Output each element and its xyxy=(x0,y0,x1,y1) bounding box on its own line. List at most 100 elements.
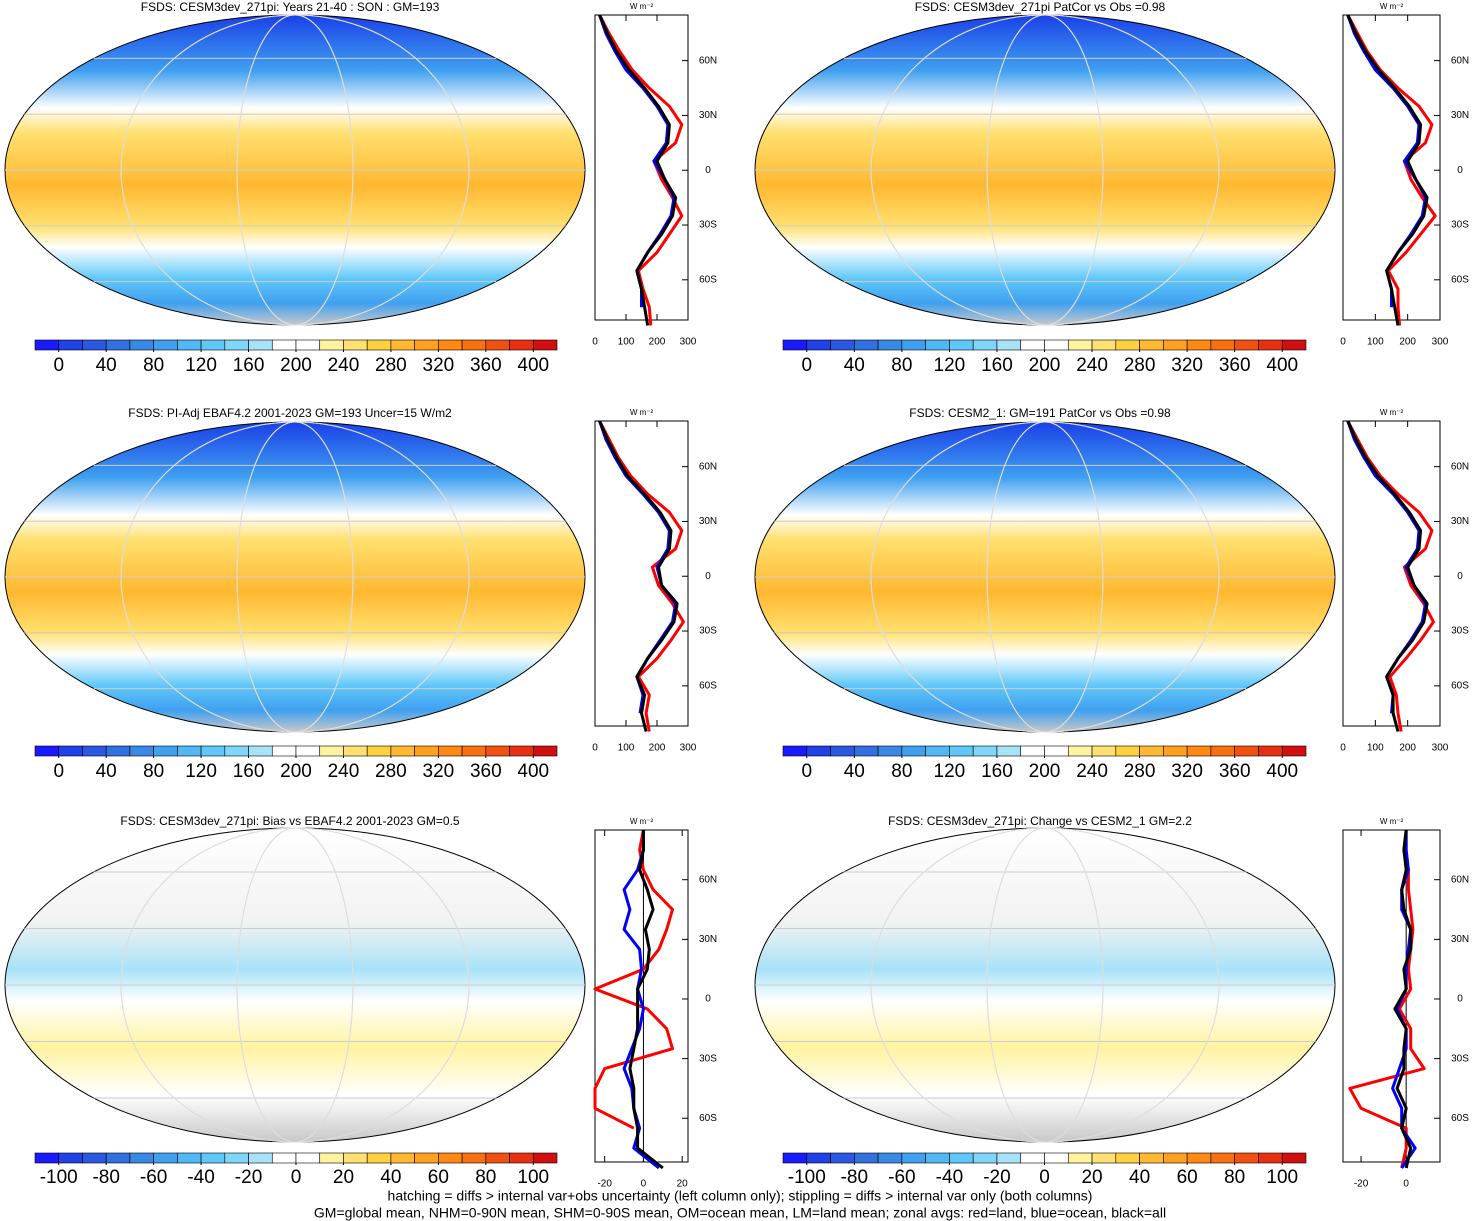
profile-frame xyxy=(1342,829,1441,1163)
colorbar-box xyxy=(105,1152,131,1164)
y-tick-label: 60N xyxy=(1451,55,1469,66)
colorbar-box xyxy=(34,745,60,757)
colorbar-label: 160 xyxy=(233,355,265,376)
colorbar-box xyxy=(996,1152,1022,1164)
colorbar-box xyxy=(153,1152,178,1164)
colorbar-box xyxy=(1020,1152,1045,1164)
colorbar-box xyxy=(295,1152,321,1164)
zonal-mean-line xyxy=(628,830,664,1170)
colorbar-box xyxy=(925,339,950,351)
y-tick-label: 60N xyxy=(699,55,717,66)
colorbar-box xyxy=(1281,745,1307,757)
colorbar-box xyxy=(129,339,154,351)
colorbar-box xyxy=(485,1152,510,1164)
colorbar-box xyxy=(1258,745,1283,757)
y-tick-label: 30S xyxy=(1451,220,1469,231)
panel-title: FSDS: PI-Adj EBAF4.2 2001-2023 GM=193 Un… xyxy=(128,406,452,420)
x-tick-label: 0 xyxy=(641,1179,647,1190)
map-meridian xyxy=(120,421,470,733)
y-tick-label: 30N xyxy=(1451,934,1469,945)
y-tick-label: 0 xyxy=(1457,994,1463,1005)
y-tick-label: 30N xyxy=(1451,516,1469,527)
colorbar-box xyxy=(1044,745,1069,757)
colorbar-box xyxy=(248,339,273,351)
profile-frame xyxy=(594,420,689,727)
colorbar-box xyxy=(901,745,926,757)
colorbar-box xyxy=(996,339,1022,351)
panel-title: FSDS: CESM3dev_271pi: Change vs CESM2_1 … xyxy=(888,814,1192,828)
colorbar-label: 280 xyxy=(375,761,407,782)
colorbar-box xyxy=(782,339,808,351)
colorbar-label: 80 xyxy=(143,355,164,376)
colorbar-box xyxy=(830,339,855,351)
colorbar-box xyxy=(1139,745,1164,757)
y-tick-label: 60S xyxy=(1451,680,1469,691)
colorbar-box xyxy=(877,745,903,757)
colorbar-label: 80 xyxy=(891,761,912,782)
colorbar-box xyxy=(1067,339,1093,351)
colorbar-label: 40 xyxy=(1129,1167,1150,1188)
colorbar-box xyxy=(949,1152,974,1164)
colorbar-label: 40 xyxy=(844,761,865,782)
colorbar-label: -40 xyxy=(187,1167,214,1188)
zonal-mean-line xyxy=(622,830,660,1170)
colorbar-box xyxy=(200,745,226,757)
colorbar-box xyxy=(1281,339,1307,351)
panel-title: FSDS: CESM3dev_271pi PatCor vs Obs =0.98 xyxy=(915,0,1166,14)
colorbar-label: 360 xyxy=(1219,761,1251,782)
x-tick-label: 300 xyxy=(1432,743,1449,754)
zonal-mean-line xyxy=(1348,829,1426,1169)
colorbar-label: 400 xyxy=(517,355,549,376)
y-tick-label: 30S xyxy=(699,220,717,231)
zonal-mean-line xyxy=(1346,14,1437,326)
y-tick-label: 60S xyxy=(1451,274,1469,285)
y-tick-label: 30S xyxy=(699,1053,717,1064)
colorbar-box xyxy=(414,1152,439,1164)
zonal-mean-line xyxy=(598,14,678,326)
colorbar-box xyxy=(414,745,439,757)
colorbar-box xyxy=(200,1152,226,1164)
colorbar-box xyxy=(806,1152,831,1164)
x-tick-label: 0 xyxy=(1403,1179,1409,1190)
colorbar-label: 160 xyxy=(233,761,265,782)
colorbar-label: 20 xyxy=(1081,1167,1102,1188)
colorbar-box xyxy=(129,745,154,757)
colorbar-box xyxy=(58,1152,83,1164)
colorbar-label: 280 xyxy=(1124,355,1156,376)
colorbar-box xyxy=(972,745,998,757)
colorbar-box xyxy=(925,745,950,757)
profile-frame xyxy=(1342,14,1441,321)
y-tick-label: 0 xyxy=(705,571,711,582)
colorbar-box xyxy=(1210,339,1235,351)
colorbar-box xyxy=(438,339,463,351)
x-tick-label: 100 xyxy=(1367,337,1384,348)
panel-title: FSDS: CESM2_1: GM=191 PatCor vs Obs =0.9… xyxy=(909,406,1171,420)
colorbar-box xyxy=(1258,339,1283,351)
colorbar-box xyxy=(830,745,855,757)
colorbar-box xyxy=(532,745,558,757)
colorbar-label: 0 xyxy=(1039,1167,1050,1188)
x-tick-label: 0 xyxy=(592,337,598,348)
colorbar-label: -100 xyxy=(788,1167,826,1188)
colorbar-label: 60 xyxy=(1177,1167,1198,1188)
colorbar-box xyxy=(343,745,368,757)
colorbar-box xyxy=(390,1152,415,1164)
colorbar-label: 120 xyxy=(185,761,217,782)
colorbar-box xyxy=(271,745,297,757)
colorbar-label: 280 xyxy=(1124,761,1156,782)
x-tick-label: 300 xyxy=(680,337,697,348)
zonal-mean-line xyxy=(598,14,676,308)
colorbar-box xyxy=(782,1152,808,1164)
colorbar-label: 320 xyxy=(1171,355,1203,376)
y-tick-label: 60S xyxy=(699,274,717,285)
colorbar-box xyxy=(34,339,60,351)
y-tick-label: 30N xyxy=(699,516,717,527)
colorbar-label: 20 xyxy=(333,1167,354,1188)
colorbar-box xyxy=(485,339,510,351)
zonal-mean-line xyxy=(593,829,674,1130)
x-tick-label: 0 xyxy=(1340,743,1346,754)
colorbar-label: -40 xyxy=(936,1167,963,1188)
colorbar-box xyxy=(129,1152,154,1164)
colorbar-label: 40 xyxy=(96,761,117,782)
colorbar-label: 120 xyxy=(934,355,966,376)
